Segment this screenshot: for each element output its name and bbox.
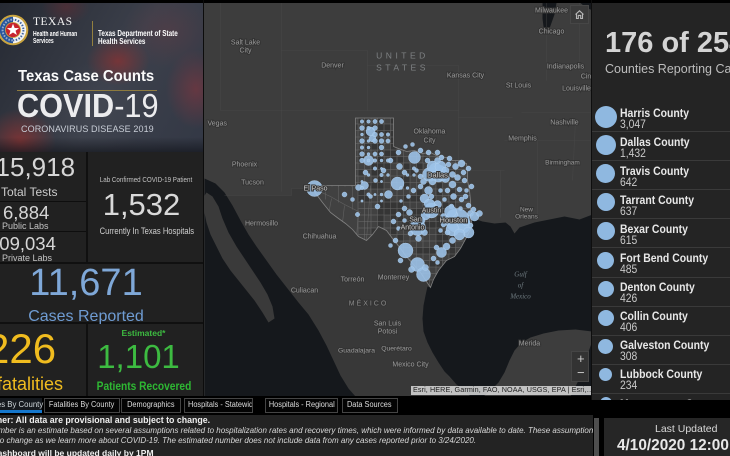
svg-text:Vegas: Vegas xyxy=(207,120,227,127)
svg-text:Torreón: Torreón xyxy=(340,276,364,283)
svg-text:Monterrey: Monterrey xyxy=(377,274,409,281)
svg-text:Chicago: Chicago xyxy=(538,28,564,35)
svg-text:Louisville: Louisville xyxy=(562,85,591,92)
svg-text:El Paso: El Paso xyxy=(303,185,327,192)
svg-text:Oklahoma: Oklahoma xyxy=(413,128,445,135)
svg-text:Merida: Merida xyxy=(518,340,540,347)
svg-text:St Louis: St Louis xyxy=(505,82,531,89)
svg-text:Phoenix: Phoenix xyxy=(231,161,257,168)
svg-text:Cinci: Cinci xyxy=(580,73,592,80)
svg-text:Dallas: Dallas xyxy=(427,170,448,179)
svg-text:Culiacan: Culiacan xyxy=(290,287,317,294)
svg-text:Austin: Austin xyxy=(421,207,441,214)
svg-text:Guadalajara: Guadalajara xyxy=(337,347,374,354)
svg-text:New: New xyxy=(519,206,532,213)
svg-text:San Luis: San Luis xyxy=(373,320,401,327)
svg-text:Kansas City: Kansas City xyxy=(446,72,484,79)
svg-text:Houston: Houston xyxy=(439,215,467,224)
svg-text:UNITED: UNITED xyxy=(376,50,429,60)
svg-text:Querétaro: Querétaro xyxy=(381,345,412,352)
svg-text:MÉXICO: MÉXICO xyxy=(348,298,388,307)
svg-text:Denver: Denver xyxy=(321,62,344,69)
svg-text:Hermosillo: Hermosillo xyxy=(244,220,277,227)
svg-text:Milwaukee: Milwaukee xyxy=(534,7,567,14)
svg-text:Memphis: Memphis xyxy=(508,135,537,142)
svg-text:Antonio: Antonio xyxy=(400,224,424,231)
svg-text:Gulf: Gulf xyxy=(514,270,528,278)
svg-text:Orleans: Orleans xyxy=(515,213,539,220)
svg-text:Indianapolis: Indianapolis xyxy=(546,63,584,70)
svg-text:Birmingham: Birmingham xyxy=(545,159,580,166)
svg-text:San: San xyxy=(409,216,422,223)
svg-text:Nashville: Nashville xyxy=(550,119,579,126)
svg-text:of: of xyxy=(517,281,524,289)
svg-text:Chihuahua: Chihuahua xyxy=(302,233,336,240)
svg-text:Potosi: Potosi xyxy=(377,328,397,335)
svg-text:City: City xyxy=(423,137,436,144)
svg-text:Mexico: Mexico xyxy=(509,292,531,300)
svg-text:STATES: STATES xyxy=(376,62,429,72)
svg-text:Mexico City: Mexico City xyxy=(392,361,429,368)
svg-text:City: City xyxy=(239,47,252,54)
svg-text:Tucson: Tucson xyxy=(241,179,264,186)
svg-text:Salt Lake: Salt Lake xyxy=(230,39,259,46)
